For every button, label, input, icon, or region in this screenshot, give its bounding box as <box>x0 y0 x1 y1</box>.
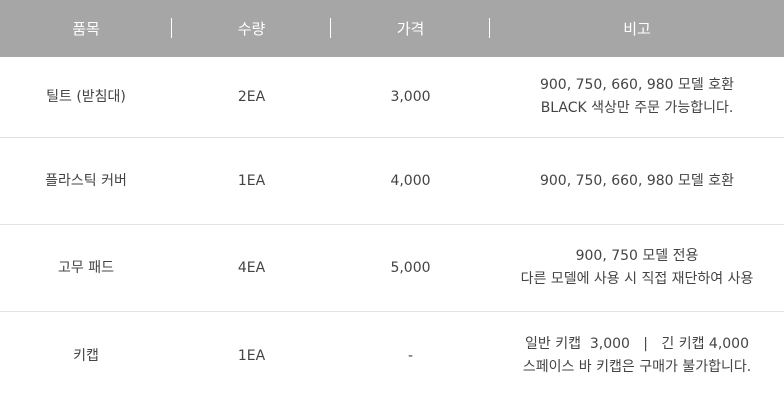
price-cell: 3,000 <box>390 88 431 105</box>
note-cell: 900, 750 모델 전용 다른 모델에 사용 시 직접 재단하여 사용 <box>490 225 784 311</box>
table-body: 틸트 (받침대) 2EA 3,000 900, 750, 660, 980 모델… <box>0 57 784 400</box>
note-cell: 900, 750, 660, 980 모델 호환 BLACK 색상만 주문 가능… <box>490 57 784 137</box>
note-cell: 일반 키캡 3,000 | 긴 키캡 4,000 스페이스 바 키캡은 구매가 … <box>490 312 784 400</box>
price-cell: 5,000 <box>390 259 431 276</box>
item-cell: 키캡 <box>73 347 99 364</box>
quantity-cell: 1EA <box>237 172 266 189</box>
header-quantity: 수량 <box>172 0 331 57</box>
quantity-cell: 4EA <box>237 259 266 276</box>
quantity-cell: 2EA <box>237 88 266 105</box>
table-row: 고무 패드 4EA 5,000 900, 750 모델 전용 다른 모델에 사용… <box>0 225 784 312</box>
note-line: 900, 750 모델 전용 <box>575 248 699 264</box>
table-row: 플라스틱 커버 1EA 4,000 900, 750, 660, 980 모델 … <box>0 138 784 225</box>
note-line: 900, 750, 660, 980 모델 호환 <box>539 172 734 189</box>
item-cell: 고무 패드 <box>58 259 114 276</box>
item-cell: 틸트 (받침대) <box>46 88 126 105</box>
note-line: 스페이스 바 키캡은 구매가 불가합니다. <box>522 359 752 375</box>
note-line: BLACK 색상만 주문 가능합니다. <box>540 100 734 116</box>
price-cell: 4,000 <box>390 172 431 189</box>
quantity-cell: 1EA <box>237 347 266 364</box>
price-cell: - <box>407 347 414 364</box>
note-line: 다른 모델에 사용 시 직접 재단하여 사용 <box>520 271 754 287</box>
note-line: 일반 키캡 3,000 | 긴 키캡 4,000 <box>525 336 749 352</box>
table-header: 품목 수량 가격 비고 <box>0 0 784 57</box>
note-line: 900, 750, 660, 980 모델 호환 <box>539 77 734 93</box>
table-row: 키캡 1EA - 일반 키캡 3,000 | 긴 키캡 4,000 스페이스 바… <box>0 312 784 400</box>
table-row: 틸트 (받침대) 2EA 3,000 900, 750, 660, 980 모델… <box>0 57 784 138</box>
item-cell: 플라스틱 커버 <box>45 172 127 189</box>
note-cell: 900, 750, 660, 980 모델 호환 <box>490 138 784 224</box>
header-note: 비고 <box>623 20 651 38</box>
header-item: 품목 <box>0 0 172 57</box>
header-price: 가격 <box>331 0 490 57</box>
